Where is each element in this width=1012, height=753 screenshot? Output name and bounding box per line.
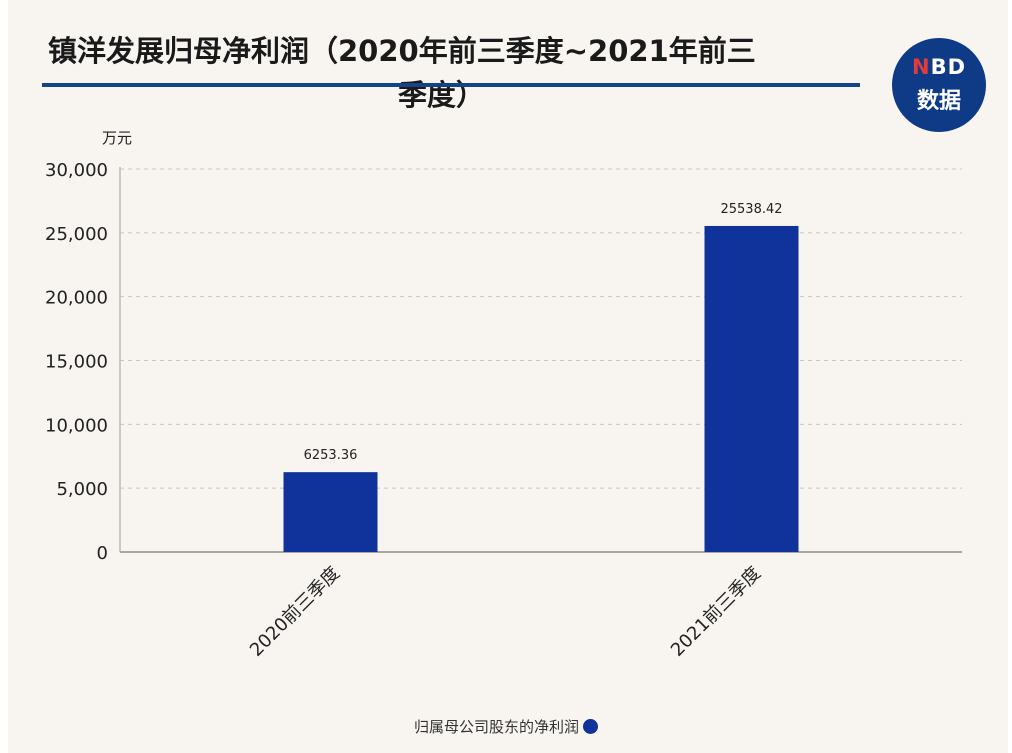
chart-background bbox=[8, 0, 1008, 753]
legend-label: 归属母公司股东的净利润 bbox=[413, 718, 579, 736]
title-underline bbox=[42, 83, 860, 87]
bar-value-label: 25538.42 bbox=[720, 202, 782, 217]
legend-swatch bbox=[583, 719, 598, 734]
nbd-logo-bottom: 数据 bbox=[916, 89, 961, 114]
chart-legend: 归属母公司股东的净利润 bbox=[0, 716, 1012, 737]
nbd-data-logo: NBD 数据 bbox=[892, 38, 986, 132]
x-tick-label: 2021前三季度 bbox=[667, 563, 765, 661]
bar bbox=[704, 225, 799, 552]
y-tick-label: 5,000 bbox=[56, 479, 108, 500]
chart-title: 镇洋发展归母净利润（2020年前三季度~2021年前三 季度） bbox=[48, 28, 848, 112]
y-tick-label: 25,000 bbox=[45, 224, 108, 245]
nbd-logo-top: NBD bbox=[911, 55, 967, 79]
y-tick-label: 10,000 bbox=[45, 415, 108, 436]
y-tick-label: 30,000 bbox=[45, 160, 108, 181]
y-tick-label: 0 bbox=[97, 543, 108, 564]
bar bbox=[283, 472, 378, 552]
y-axis-unit-label: 万元 bbox=[102, 129, 132, 147]
x-tick-label: 2020前三季度 bbox=[246, 563, 344, 661]
y-tick-label: 20,000 bbox=[45, 288, 108, 309]
chart-title-line-1: 镇洋发展归母净利润（2020年前三季度~2021年前三 bbox=[48, 34, 756, 68]
bar-value-label: 6253.36 bbox=[304, 448, 358, 463]
y-tick-label: 15,000 bbox=[45, 352, 108, 373]
